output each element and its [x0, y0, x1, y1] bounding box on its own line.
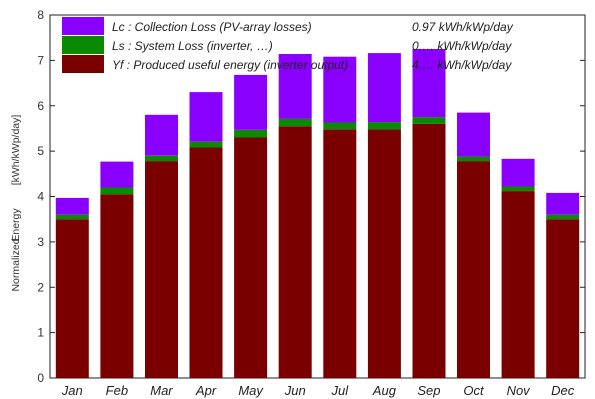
x-tick-label: Oct [463, 383, 485, 398]
bar-jun-series-1 [278, 118, 312, 127]
legend-swatch [62, 17, 104, 35]
x-tick-label: May [238, 383, 264, 398]
bar-jan-series-0 [55, 219, 89, 378]
bar-apr-series-2 [189, 92, 223, 142]
bar-jan-series-2 [55, 197, 89, 215]
y-axis-label-part: Normalized [10, 238, 22, 291]
bars-group [55, 49, 580, 379]
x-tick-label: Nov [507, 383, 532, 398]
y-tick-label: 6 [37, 99, 44, 113]
bar-jun-series-2 [278, 54, 312, 119]
y-tick-label: 7 [37, 53, 44, 67]
bar-jun-series-0 [278, 126, 312, 378]
bar-mar-series-2 [145, 114, 178, 156]
legend-swatch [62, 55, 104, 73]
bar-nov-series-1 [501, 186, 535, 191]
x-tick-label: Sep [417, 383, 440, 398]
bar-dec-series-1 [546, 214, 580, 220]
bar-jul-series-1 [323, 122, 357, 130]
legend-label: Lc : Collection Loss (PV-array losses) [112, 20, 312, 34]
bar-feb-series-2 [100, 161, 134, 188]
x-tick-label: Aug [372, 383, 397, 398]
y-tick-label: 5 [37, 144, 44, 158]
y-tick-label: 8 [37, 8, 44, 22]
y-tick-label: 0 [37, 371, 44, 385]
bar-aug-series-0 [367, 129, 401, 378]
y-axis-label-part: [kWh/kWp/day] [10, 115, 22, 186]
x-tick-label: Jul [330, 383, 349, 398]
bar-jul-series-0 [323, 129, 357, 378]
x-tick-label: Feb [106, 383, 128, 398]
bar-nov-series-0 [501, 191, 535, 378]
bar-may-series-2 [234, 74, 268, 130]
legend-value: 4.… kWh/kWp/day [412, 58, 512, 72]
x-axis: Jan Feb Mar Apr May Jun Jul Aug Sep Oct Nov Dec [61, 383, 575, 398]
bar-dec-series-2 [546, 192, 580, 215]
legend-value: 0.97 kWh/kWp/day [412, 20, 514, 34]
x-tick-label: Dec [551, 383, 575, 398]
bar-oct-series-1 [457, 156, 490, 162]
x-tick-label: Jun [284, 383, 306, 398]
bar-aug-series-2 [367, 53, 401, 123]
bar-sep-series-0 [412, 123, 446, 379]
legend-value: 0.… kWh/kWp/day [412, 39, 512, 53]
bar-oct-series-2 [457, 112, 490, 157]
bar-mar-series-0 [145, 161, 178, 378]
y-tick-label: 1 [37, 326, 44, 340]
bar-may-series-0 [234, 137, 268, 378]
y-axis-label-part: Energy [10, 208, 22, 242]
bar-may-series-1 [234, 129, 268, 138]
legend-swatch [62, 36, 104, 54]
bar-sep-series-1 [412, 117, 446, 124]
bar-nov-series-2 [501, 158, 535, 187]
legend-label: Yf : Produced useful energy (inverter ou… [112, 58, 348, 72]
bar-dec-series-0 [546, 219, 580, 378]
bar-oct-series-0 [457, 161, 490, 378]
y-tick-label: 4 [37, 190, 44, 204]
x-tick-label: Apr [195, 383, 217, 398]
bar-sep-series-2 [412, 49, 446, 118]
x-tick-label: Mar [150, 383, 173, 398]
bar-aug-series-1 [367, 122, 401, 130]
y-axis: 0 1 2 3 4 5 6 7 8 [37, 8, 585, 385]
y-tick-label: 2 [37, 280, 44, 294]
legend: Lc : Collection Loss (PV-array losses) 0.… [62, 17, 514, 73]
bar-jan-series-1 [55, 214, 89, 220]
x-tick-label: Jan [61, 383, 83, 398]
y-tick-label: 3 [37, 235, 44, 249]
bar-apr-series-0 [189, 147, 223, 378]
bar-feb-series-1 [100, 187, 134, 195]
bar-apr-series-1 [189, 141, 223, 148]
legend-label: Ls : System Loss (inverter, …) [112, 39, 273, 53]
bar-jul-series-2 [323, 56, 357, 123]
bar-mar-series-1 [145, 155, 178, 162]
bar-feb-series-0 [100, 194, 134, 378]
